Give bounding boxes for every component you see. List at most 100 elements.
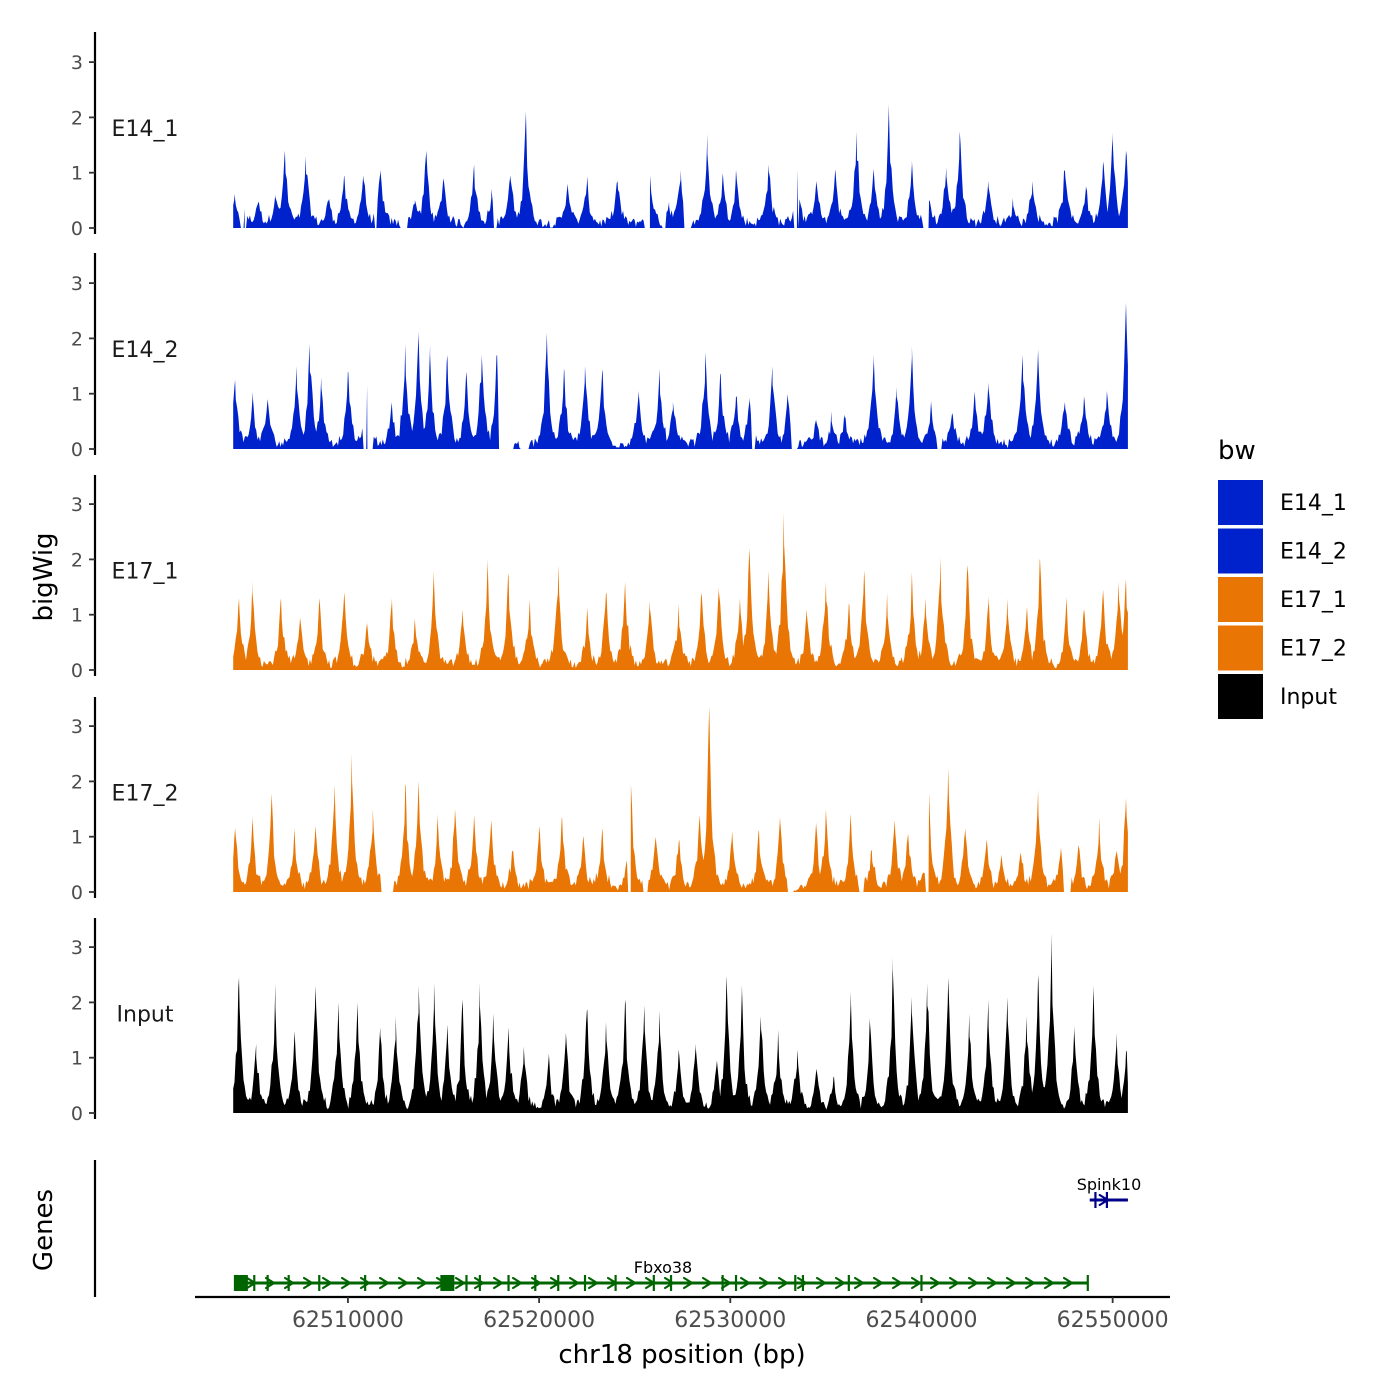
strand-chevron <box>720 1276 733 1290</box>
track-E14_1: 0 1 2 3 E14_1 <box>71 32 1128 240</box>
strand-chevron <box>815 1276 828 1290</box>
y-tick-label: 1 <box>71 1048 83 1070</box>
legend-entry: E17_2 <box>1218 625 1347 671</box>
legend-swatch <box>1218 625 1263 671</box>
legend-swatch <box>1218 528 1263 574</box>
legend-label: Input <box>1280 685 1337 710</box>
legend-label: E17_1 <box>1280 588 1347 613</box>
strand-chevron <box>492 1276 505 1290</box>
signal-area-E17_1 <box>233 512 1128 670</box>
x-tick-label: 62510000 <box>292 1308 404 1333</box>
y-tick-label: 3 <box>71 494 83 516</box>
strand-chevron <box>378 1276 391 1290</box>
y-tick-label: 0 <box>71 882 83 904</box>
legend-entry: E17_1 <box>1218 577 1347 622</box>
strand-chevron <box>701 1276 714 1290</box>
strand-chevron <box>568 1276 581 1290</box>
legend: bw E14_1 E14_2 E17_1 E17_2 Input <box>1218 436 1347 719</box>
strand-chevron <box>473 1276 486 1290</box>
strand-chevron <box>1024 1276 1037 1290</box>
strand-chevron <box>625 1276 638 1290</box>
x-tick-label: 62540000 <box>865 1308 977 1333</box>
strand-chevron <box>986 1276 999 1290</box>
strand-chevron <box>321 1276 334 1290</box>
strand-chevron <box>891 1276 904 1290</box>
genes-track-title: Genes <box>29 1189 59 1271</box>
track-label: E14_1 <box>112 117 179 142</box>
x-tick-label: 62550000 <box>1057 1308 1169 1333</box>
legend-title: bw <box>1218 436 1256 466</box>
strand-chevron <box>872 1276 885 1290</box>
gene-label: Spink10 <box>1077 1175 1142 1194</box>
legend-entry: E14_1 <box>1218 480 1347 525</box>
legend-swatch <box>1218 577 1263 622</box>
x-tick-label: 62520000 <box>483 1308 595 1333</box>
y-tick-label: 2 <box>71 992 83 1014</box>
track-E17_1: 0 1 2 3 E17_1 <box>71 475 1128 682</box>
gene-track: Fbxo38 Spink10 <box>93 1160 1142 1297</box>
x-axis-title: chr18 position (bp) <box>558 1340 805 1370</box>
track-E14_2: 0 1 2 3 E14_2 <box>71 253 1128 461</box>
legend-label: E14_1 <box>1280 491 1347 516</box>
y-tick-label: 3 <box>71 937 83 959</box>
exon-block <box>440 1275 455 1291</box>
y-tick-label: 0 <box>71 660 83 682</box>
y-tick-label: 1 <box>71 827 83 849</box>
legend-swatch <box>1218 480 1263 525</box>
strand-chevron <box>1062 1276 1075 1290</box>
strand-chevron <box>340 1276 353 1290</box>
legend-label: E17_2 <box>1280 637 1347 662</box>
strand-chevron <box>416 1276 429 1290</box>
y-tick-label: 3 <box>71 716 83 738</box>
strand-chevron <box>758 1276 771 1290</box>
strand-chevron <box>739 1276 752 1290</box>
track-label: Input <box>117 1003 174 1028</box>
track-label: E17_2 <box>112 782 179 807</box>
gene-label: Fbxo38 <box>634 1258 692 1277</box>
strand-chevron <box>834 1276 847 1290</box>
y-tick-label: 2 <box>71 771 83 793</box>
legend-entry: Input <box>1218 674 1337 719</box>
y-tick-label: 2 <box>71 549 83 571</box>
track-label: E14_2 <box>112 338 179 363</box>
y-tick-label: 1 <box>71 384 83 406</box>
strand-chevron <box>587 1276 600 1290</box>
legend-swatch <box>1218 674 1263 719</box>
strand-chevron <box>359 1276 372 1290</box>
y-tick-label: 2 <box>71 328 83 350</box>
bigwig-tracks: 0 1 2 3 E14_1 0 1 2 3 E14_2 0 1 2 3 E17_1 0 1 2 3 E17_2 0 1 2 3… <box>71 32 1128 1125</box>
legend-label: E14_2 <box>1280 540 1347 565</box>
strand-chevron <box>967 1276 980 1290</box>
strand-chevron <box>663 1276 676 1290</box>
gene-Spink10: Spink10 <box>1077 1175 1142 1208</box>
strand-chevron <box>796 1276 809 1290</box>
strand-chevron <box>682 1276 695 1290</box>
track-Input: 0 1 2 3 Input <box>71 918 1128 1125</box>
legend-entry: E14_2 <box>1218 528 1347 574</box>
strand-chevron <box>910 1276 923 1290</box>
y-tick-label: 0 <box>71 218 83 240</box>
strand-chevron <box>853 1276 866 1290</box>
y-tick-label: 0 <box>71 439 83 461</box>
strand-chevron <box>1043 1276 1056 1290</box>
signal-area-Input <box>233 933 1128 1113</box>
y-tick-label: 2 <box>71 107 83 129</box>
strand-chevron <box>1005 1276 1018 1290</box>
y-tick-label: 3 <box>71 52 83 74</box>
y-tick-label: 0 <box>71 1103 83 1125</box>
signal-area-E17_2 <box>233 706 1128 892</box>
signal-area-E14_1 <box>233 104 1128 228</box>
x-axis: 62510000 62520000 62530000 62540000 62550000 <box>195 1295 1170 1333</box>
y-tick-label: 1 <box>71 163 83 185</box>
y-axis-title: bigWig <box>29 532 59 621</box>
strand-chevron <box>929 1276 942 1290</box>
strand-chevron <box>454 1276 467 1290</box>
track-label: E17_1 <box>112 560 179 585</box>
y-tick-label: 1 <box>71 605 83 627</box>
x-tick-label: 62530000 <box>674 1308 786 1333</box>
strand-chevron <box>511 1276 524 1290</box>
strand-chevron <box>948 1276 961 1290</box>
track-E17_2: 0 1 2 3 E17_2 <box>71 697 1128 904</box>
